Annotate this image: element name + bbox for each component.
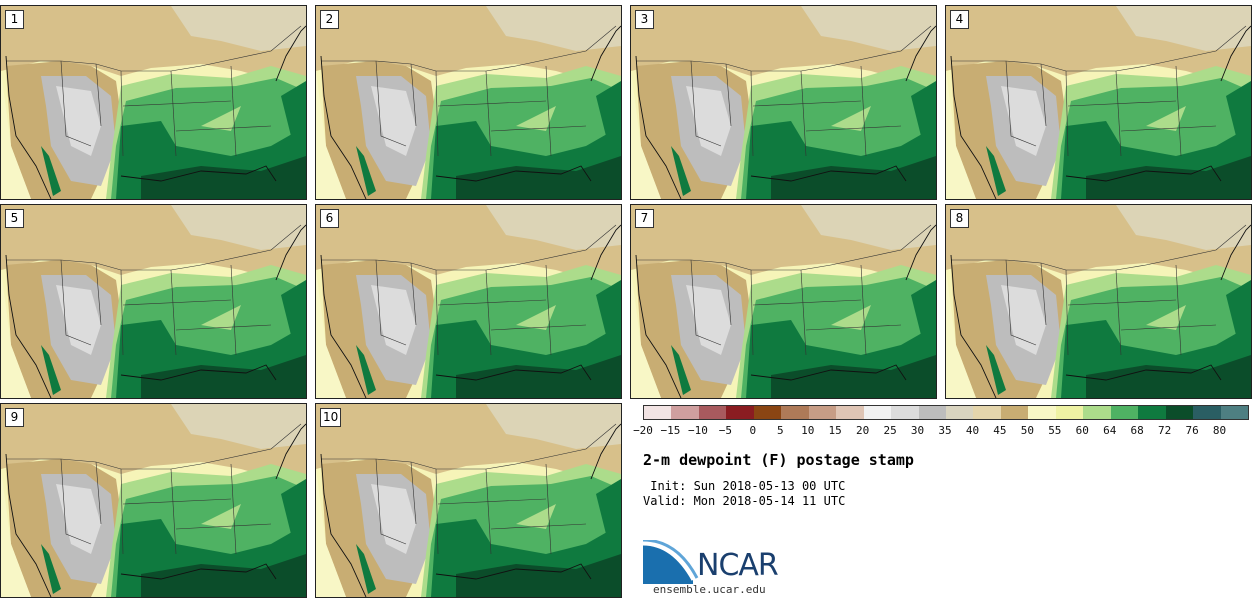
colorbar-segment xyxy=(781,406,809,419)
member-label: 4 xyxy=(950,10,969,29)
map-panel: 1 xyxy=(0,5,307,200)
colorbar-segment xyxy=(863,406,892,419)
colorbar-tick-label: 30 xyxy=(910,424,925,437)
colorbar-tick-label: 20 xyxy=(856,424,870,437)
colorbar-tick-label: 80 xyxy=(1212,424,1227,437)
colorbar-tick-label: 25 xyxy=(883,424,897,437)
dewpoint-map xyxy=(631,6,936,199)
colorbar-tick-label: 60 xyxy=(1075,424,1089,437)
colorbar-tick-label: −10 xyxy=(687,424,708,437)
member-label: 5 xyxy=(5,209,24,228)
colorbar xyxy=(643,405,1249,420)
colorbar-segment xyxy=(1083,406,1111,419)
colorbar-segment xyxy=(698,406,727,419)
map-panel: 6 xyxy=(315,204,622,399)
colorbar-segment xyxy=(918,406,946,419)
colorbar-tick-label: 45 xyxy=(993,424,1007,437)
dewpoint-map xyxy=(1,205,306,398)
map-panel: 3 xyxy=(630,5,937,200)
colorbar-tick-label: 10 xyxy=(801,424,815,437)
member-label: 8 xyxy=(950,209,969,228)
colorbar-tick-label: −20 xyxy=(633,424,653,437)
colorbar-tick-label: 76 xyxy=(1185,424,1199,437)
colorbar-segment xyxy=(726,406,754,419)
colorbar-segment xyxy=(1028,406,1056,419)
map-panel: 10 xyxy=(315,403,622,598)
map-panel: 8 xyxy=(945,204,1252,399)
colorbar-tick-label: 0 xyxy=(749,424,757,437)
colorbar-segment xyxy=(1165,406,1194,419)
map-panel: 9 xyxy=(0,403,307,598)
colorbar-tick-label: 15 xyxy=(828,424,842,437)
colorbar-segment xyxy=(945,406,974,419)
colorbar-segment xyxy=(808,406,837,419)
dewpoint-map xyxy=(316,6,621,199)
member-label: 6 xyxy=(320,209,339,228)
colorbar-tick-label: 64 xyxy=(1103,424,1117,437)
init-time: Init: Sun 2018-05-13 00 UTC xyxy=(643,479,846,493)
colorbar-tick-label: 40 xyxy=(965,424,980,437)
colorbar-tick-label: 35 xyxy=(938,424,952,437)
colorbar-segment xyxy=(1220,406,1248,419)
dewpoint-map xyxy=(316,404,621,597)
dewpoint-map xyxy=(946,205,1251,398)
colorbar-segment xyxy=(891,406,919,419)
colorbar-segment xyxy=(1138,406,1166,419)
dewpoint-map xyxy=(316,205,621,398)
colorbar-segment xyxy=(836,406,864,419)
map-panel: 5 xyxy=(0,204,307,399)
logo-wordmark: NCAR xyxy=(697,548,779,583)
colorbar-segment xyxy=(644,406,672,419)
colorbar-tick-label: 68 xyxy=(1130,424,1144,437)
member-label: 10 xyxy=(320,408,342,427)
colorbar-segment xyxy=(671,406,699,419)
map-panel: 4 xyxy=(945,5,1252,200)
colorbar-tick-label: 5 xyxy=(776,424,784,437)
colorbar-tick-label: −15 xyxy=(660,424,681,437)
dewpoint-map xyxy=(631,205,936,398)
ncar-logo-icon xyxy=(643,540,699,584)
valid-time: Valid: Mon 2018-05-14 11 UTC xyxy=(643,494,846,508)
member-label: 2 xyxy=(320,10,339,29)
colorbar-segment xyxy=(1055,406,1084,419)
colorbar-tick-label: 72 xyxy=(1158,424,1172,437)
member-label: 7 xyxy=(635,209,654,228)
dewpoint-map xyxy=(946,6,1251,199)
colorbar-segment xyxy=(973,406,1001,419)
colorbar-tick-label: 55 xyxy=(1048,424,1062,437)
colorbar-tick-label: 50 xyxy=(1020,424,1034,437)
map-panel: 2 xyxy=(315,5,622,200)
colorbar-segment xyxy=(1193,406,1221,419)
dewpoint-map xyxy=(1,404,306,597)
colorbar-tick-label: −5 xyxy=(718,424,732,437)
colorbar-segment xyxy=(1000,406,1029,419)
member-label: 1 xyxy=(5,10,24,29)
colorbar-segment xyxy=(753,406,782,419)
colorbar-segment xyxy=(1110,406,1139,419)
colorbar-ticks: −20 −15 −10 −5 0 5 10 15 20 25 30 35 40 45 50 55 60 64 68 7… xyxy=(633,424,1247,440)
figure-title: 2-m dewpoint (F) postage stamp xyxy=(643,451,914,469)
member-label: 9 xyxy=(5,408,24,427)
map-panel: 7 xyxy=(630,204,937,399)
dewpoint-map xyxy=(1,6,306,199)
website-link[interactable]: ensemble.ucar.edu xyxy=(653,583,766,596)
member-label: 3 xyxy=(635,10,654,29)
